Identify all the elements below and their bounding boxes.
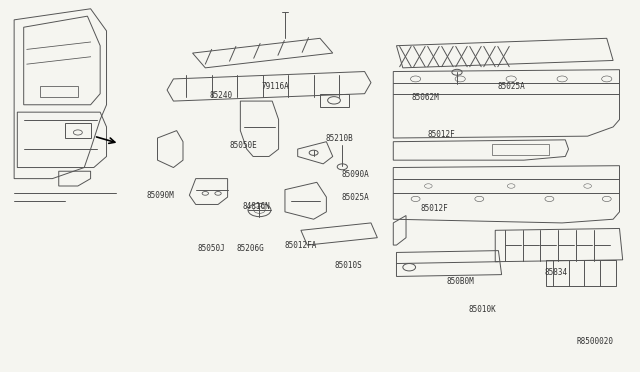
Text: 85012F: 85012F xyxy=(421,203,449,213)
Bar xyxy=(40,86,78,97)
Text: 85050J: 85050J xyxy=(198,244,225,253)
Text: 85834: 85834 xyxy=(544,268,567,277)
Text: 85012F: 85012F xyxy=(427,130,455,139)
Text: 79116A: 79116A xyxy=(262,82,289,91)
Text: 85206G: 85206G xyxy=(236,244,264,253)
Text: 85050E: 85050E xyxy=(230,141,257,150)
Text: 85090A: 85090A xyxy=(341,170,369,179)
Text: 85210B: 85210B xyxy=(325,134,353,142)
Text: 85010S: 85010S xyxy=(335,261,362,270)
Text: 85025A: 85025A xyxy=(497,82,525,91)
Text: 85012FA: 85012FA xyxy=(285,241,317,250)
Text: 85090M: 85090M xyxy=(147,191,175,200)
Text: 850B0M: 850B0M xyxy=(446,278,474,286)
Text: 85062M: 85062M xyxy=(412,93,439,102)
Bar xyxy=(492,144,549,155)
Text: 85240: 85240 xyxy=(210,91,233,100)
Text: 84816N: 84816N xyxy=(243,202,270,211)
Text: 85025A: 85025A xyxy=(341,193,369,202)
Text: R8500020: R8500020 xyxy=(576,337,613,346)
Text: 85010K: 85010K xyxy=(468,305,497,314)
Bar xyxy=(546,260,616,286)
Bar xyxy=(320,94,349,107)
